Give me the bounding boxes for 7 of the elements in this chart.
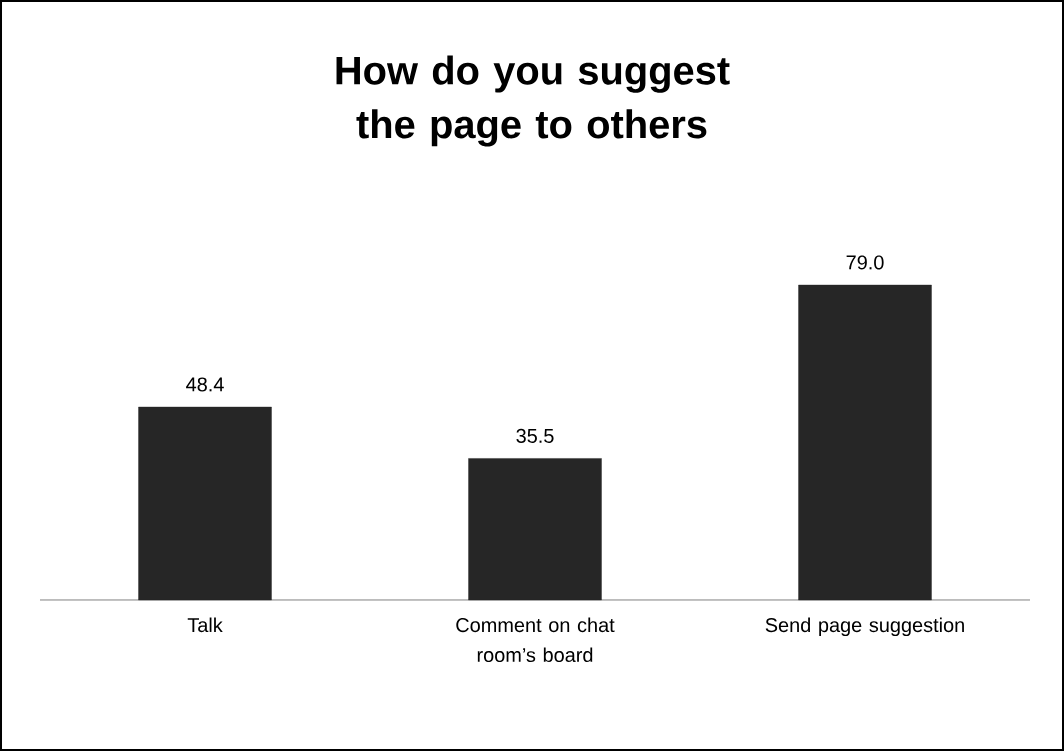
data-label: 35.5	[516, 428, 554, 443]
data-label: 48.4	[186, 377, 224, 392]
x-tick-label: Talk	[187, 617, 223, 633]
x-tick-label: Comment on chat room’s board	[456, 617, 615, 663]
data-label: 79.0	[846, 255, 884, 270]
x-tick-label: Send page suggestion	[765, 617, 964, 637]
chart-title: How do you suggest the page to others	[336, 55, 730, 147]
